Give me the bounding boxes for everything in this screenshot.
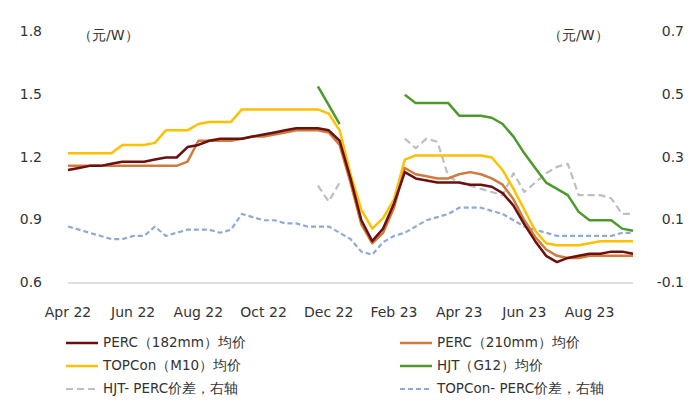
series-line (318, 86, 633, 230)
series-line (318, 139, 633, 214)
y2-axis-label: （元/W） (548, 27, 609, 43)
x-tick-label: Jun 22 (110, 304, 155, 320)
x-tick-label: Apr 23 (436, 304, 482, 320)
x-tick-label: Feb 23 (370, 304, 417, 320)
series-line (68, 128, 633, 262)
y-tick-label: 0.6 (20, 274, 42, 290)
y-tick-label: 1.5 (20, 86, 42, 102)
y-axis-label: （元/W） (78, 27, 139, 43)
legend-swatch (66, 342, 98, 345)
plot-area (68, 86, 633, 262)
legend-label: PERC（182mm）均价 (103, 334, 246, 350)
y-tick-label: 0.9 (20, 211, 42, 227)
legend-swatch (400, 388, 432, 390)
y2-tick-label: 0.5 (662, 86, 684, 102)
legend-swatch (66, 388, 98, 390)
y2-tick-label: -0.1 (657, 274, 684, 290)
legend-swatch (400, 342, 432, 345)
y2-tick-label: 0.1 (662, 211, 684, 227)
legend-label: PERC（210mm）均价 (437, 334, 580, 350)
x-tick-label: Apr 22 (45, 304, 91, 320)
x-tick-label: Jun 23 (501, 304, 546, 320)
y2-tick-label: 0.3 (662, 149, 684, 165)
legend-swatch (400, 365, 432, 368)
y-tick-label: 1.8 (20, 23, 42, 39)
y2-tick-label: 0.7 (662, 23, 684, 39)
series-line (68, 208, 633, 255)
x-tick-label: Aug 22 (174, 304, 224, 320)
legend-label: HJT（G12）均价 (437, 357, 543, 373)
series-line (68, 130, 633, 258)
x-tick-label: Dec 22 (304, 304, 353, 320)
legend-label: TOPCon- PERC价差，右轴 (436, 380, 604, 396)
legend-label: TOPCon（M10）均价 (102, 357, 241, 373)
x-tick-label: Oct 22 (240, 304, 286, 320)
y-tick-label: 1.2 (20, 149, 42, 165)
legend-swatch (66, 365, 98, 368)
x-axis-line (68, 283, 633, 284)
chart: 0.6 0.9 1.2 1.5 1.8 -0.1 0.1 0.3 0.5 0.7 （元/W） （元/W… (0, 0, 700, 408)
legend-label: HJT- PERC价差，右轴 (103, 380, 238, 396)
x-tick-label: Aug 23 (565, 304, 615, 320)
